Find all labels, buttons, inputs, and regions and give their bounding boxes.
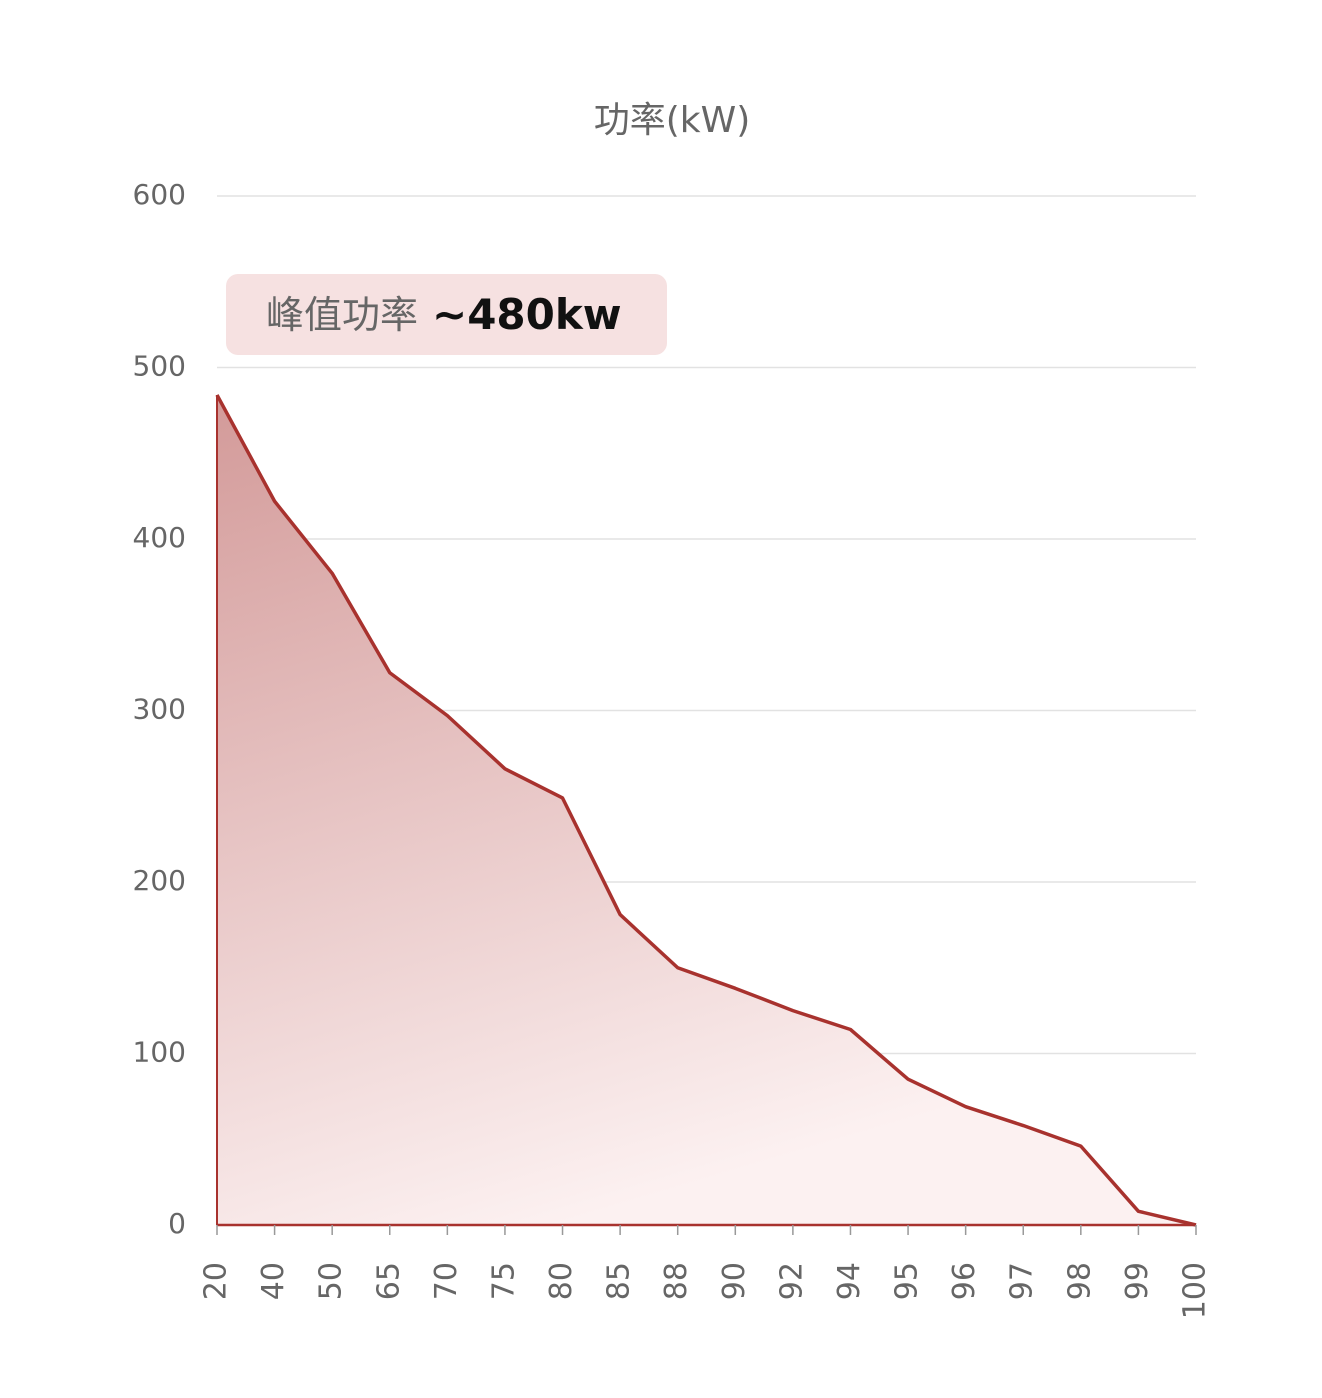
y-tick-label: 200 — [133, 864, 186, 897]
x-tick-label: 92 — [774, 1262, 809, 1300]
y-tick-label: 300 — [133, 693, 186, 726]
chart-title: 功率(kW) — [594, 100, 751, 141]
annotation-highlight: ~480kw — [432, 290, 622, 339]
x-tick-label: 80 — [544, 1262, 579, 1300]
y-tick-label: 600 — [133, 178, 186, 211]
annotation-label: 峰值功率 — [266, 293, 418, 337]
x-tick-label: 98 — [1062, 1262, 1097, 1300]
x-tick-label: 94 — [832, 1262, 867, 1300]
x-tick-label: 90 — [717, 1262, 752, 1300]
y-tick-label: 500 — [133, 350, 186, 383]
annotation: 峰值功率 ~480kw — [266, 290, 622, 339]
x-tick-label: 95 — [890, 1262, 925, 1300]
x-tick-label: 85 — [602, 1262, 637, 1300]
x-tick-label: 88 — [659, 1262, 694, 1300]
x-tick-label: 20 — [199, 1262, 234, 1300]
line — [215, 394, 1197, 1227]
x-tick-label: 100 — [1178, 1262, 1213, 1319]
y-tick-label: 400 — [133, 521, 186, 554]
y-tick-label: 100 — [133, 1036, 186, 1069]
plot-area: 0 100 200 300 400 500 600 20 40 50 65 70 75 80 85 88 90 9… — [133, 178, 1213, 1319]
annotation-box — [226, 274, 667, 355]
x-tick-label: 96 — [947, 1262, 982, 1300]
x-tick-label: 97 — [1005, 1262, 1040, 1300]
x-tick-label: 75 — [486, 1262, 521, 1300]
x-tick-label: 70 — [429, 1262, 464, 1300]
x-tick-label: 40 — [256, 1262, 291, 1300]
x-tick-label: 99 — [1120, 1262, 1155, 1300]
area — [217, 394, 1196, 1225]
y-tick-label: 0 — [168, 1207, 186, 1240]
x-tick-label: 65 — [371, 1262, 406, 1300]
x-tick-label: 50 — [314, 1262, 349, 1300]
